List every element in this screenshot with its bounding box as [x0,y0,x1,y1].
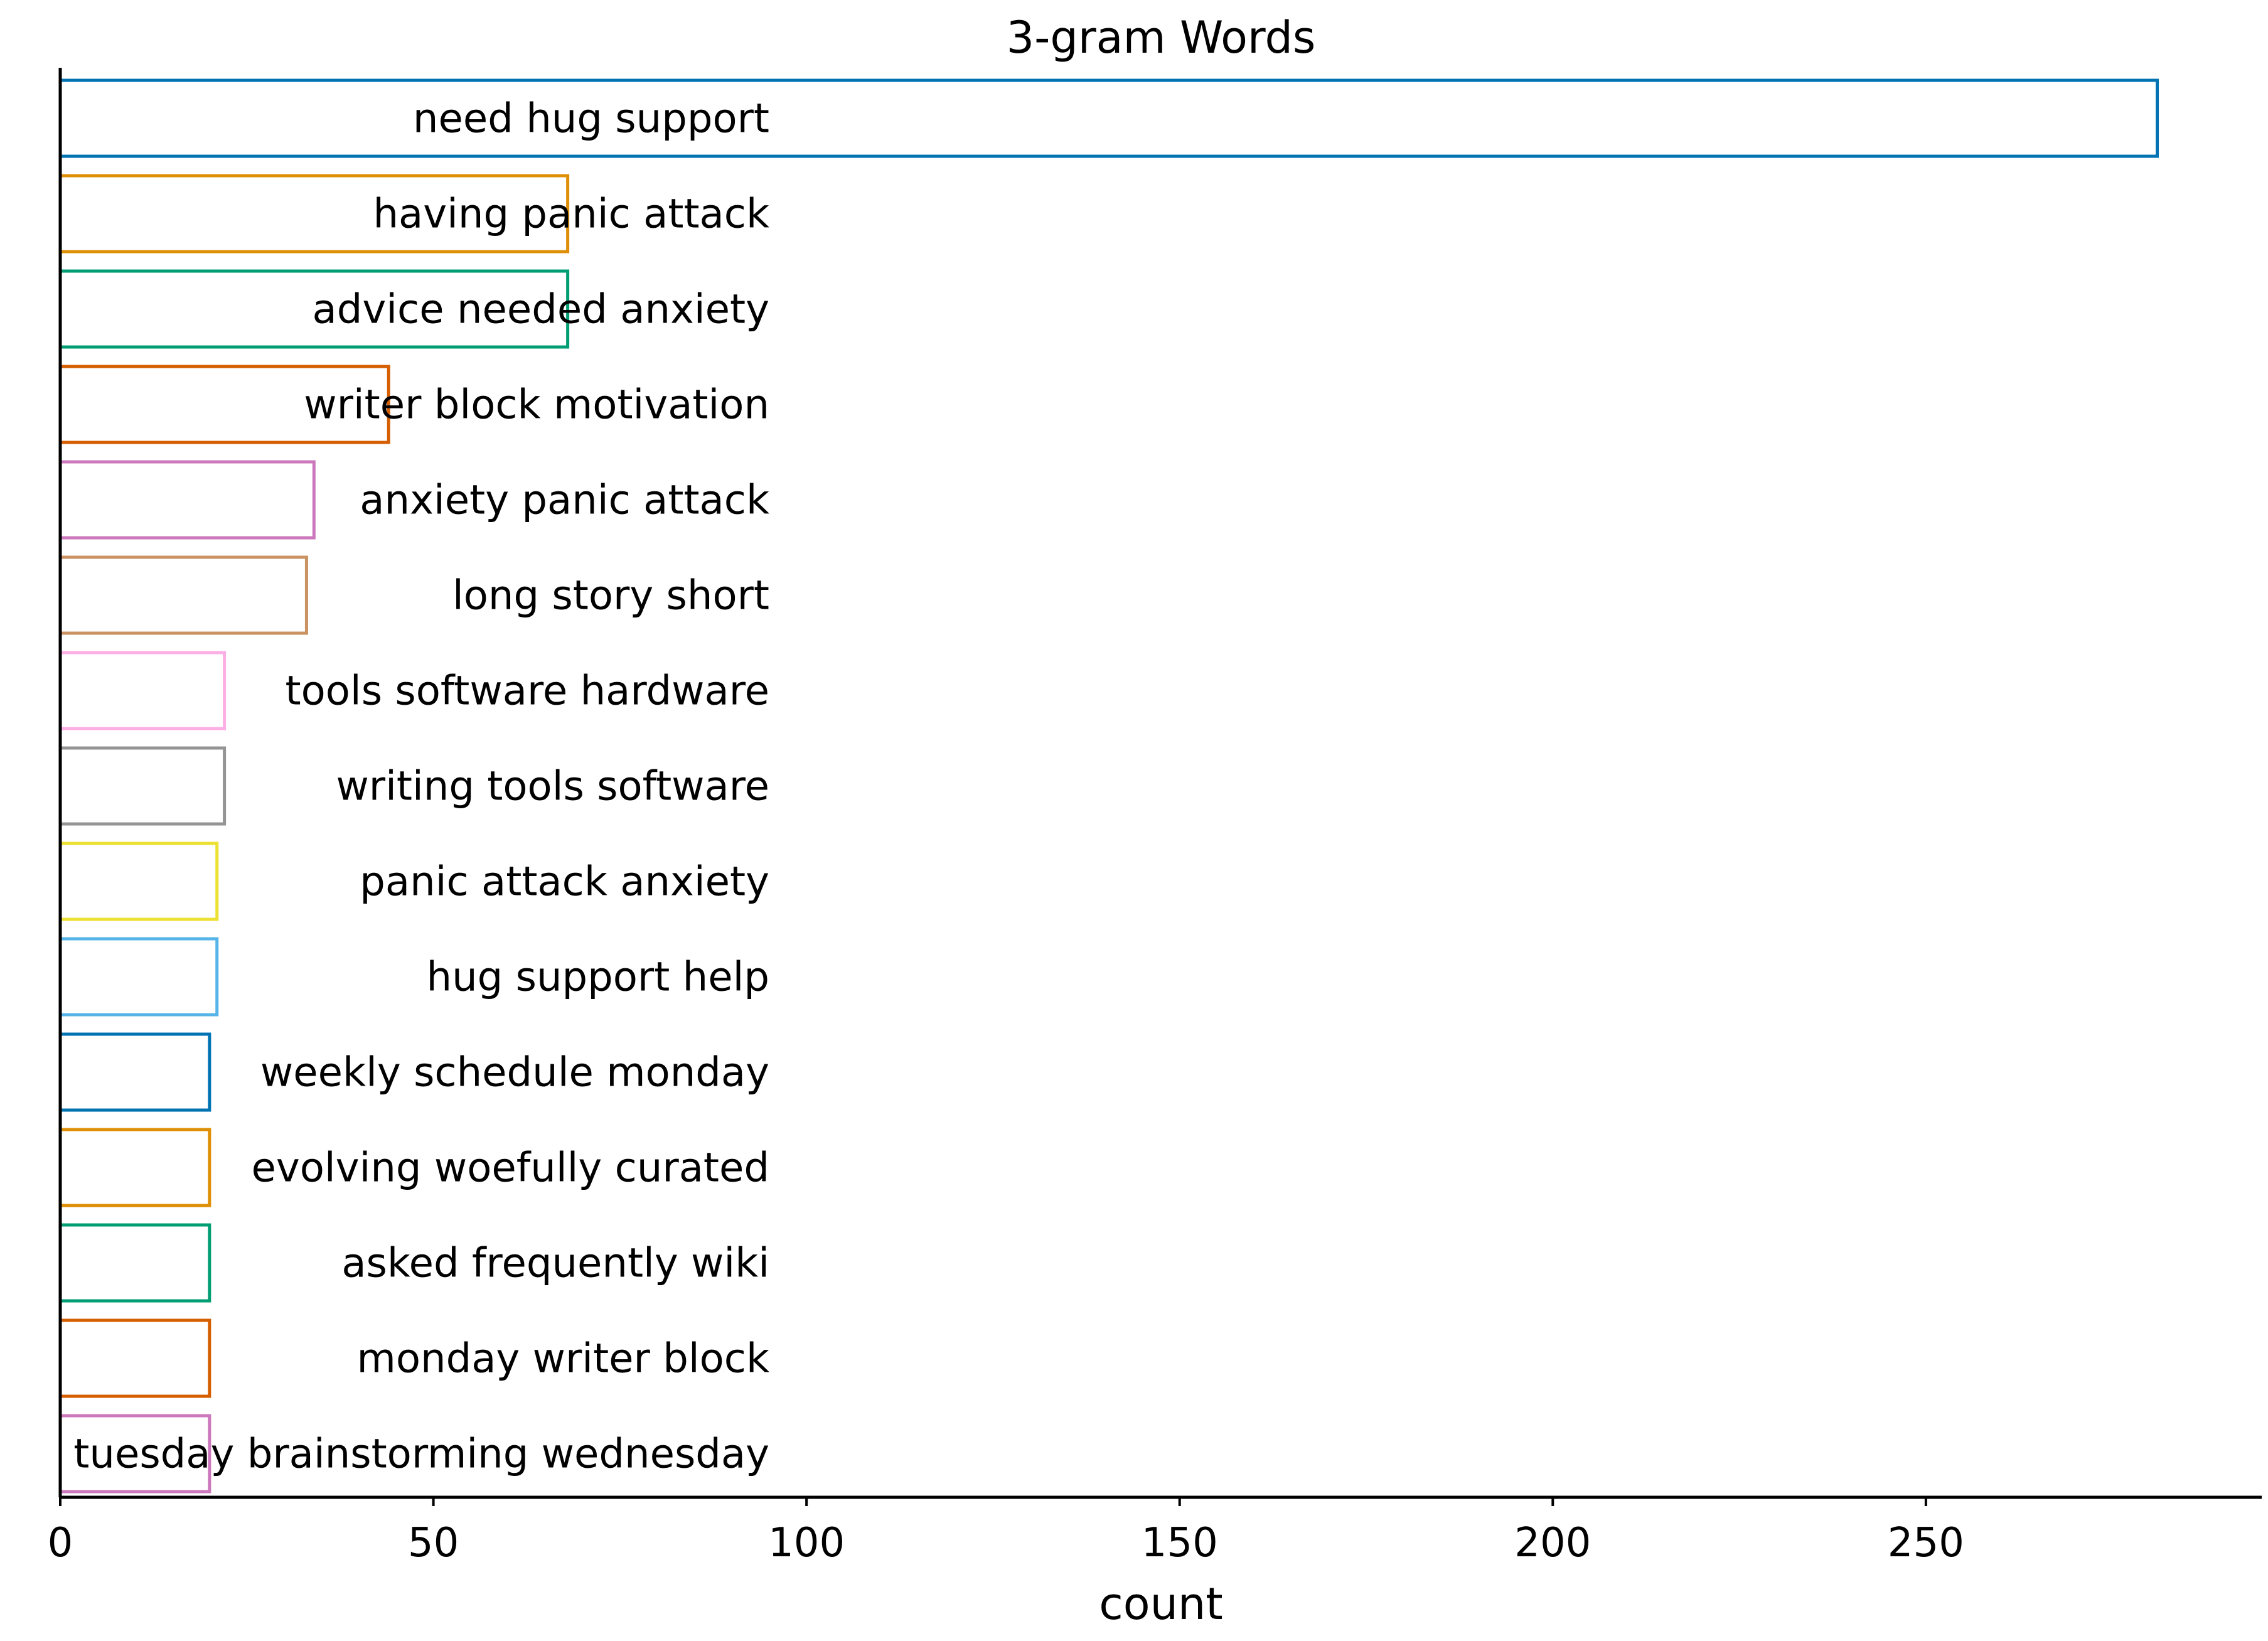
bar-panic-attack-anxiety [58,842,219,921]
bar-label: asked frequently wiki [341,1241,769,1287]
bar-evolving-woefully-curated [58,1128,211,1207]
bar-need-hug-support [58,78,2159,158]
bar-label: monday writer block [357,1336,770,1382]
bar-asked-frequently-wiki [58,1223,211,1303]
bar-tools-software-hardware [58,651,227,730]
bar-label: need hug support [413,96,769,142]
x-ticks-group: 0 50 100 150 200 250 [48,1497,1964,1566]
x-tick-label: 50 [408,1520,459,1566]
bar-weekly-schedule-monday [58,1032,211,1112]
bar-label: panic attack anxiety [360,859,769,906]
bar-label: advice needed anxiety [313,287,769,333]
bar-writing-tools-software [58,746,227,826]
bar-label: having panic attack [373,191,769,238]
bar-anxiety-panic-attack [58,460,316,540]
bar-label: tuesday brainstorming wednesday [73,1431,769,1478]
x-axis-label: count [1099,1578,1223,1630]
x-tick-label: 250 [1888,1520,1964,1566]
x-tick-label: 0 [48,1520,73,1566]
bar-labels-group: need hug support having panic attack advic… [73,96,769,1478]
bar-label: anxiety panic attack [360,478,769,524]
bar-label: long story short [452,573,769,619]
bar-label: writer block motivation [304,382,769,429]
bar-label: hug support help [427,954,770,1001]
bar-label: weekly schedule monday [260,1050,769,1096]
bar-label: tools software hardware [286,668,770,715]
x-tick-label: 100 [768,1520,845,1566]
bar-hug-support-help [58,937,219,1017]
x-tick-label: 200 [1514,1520,1591,1566]
bar-label: evolving woefully curated [252,1145,770,1192]
bar-monday-writer-block [58,1318,211,1398]
bar-label: writing tools software [336,764,769,810]
chart-title: 3-gram Words [1007,12,1316,63]
bar-long-story-short [58,555,308,635]
x-tick-label: 150 [1142,1520,1218,1566]
